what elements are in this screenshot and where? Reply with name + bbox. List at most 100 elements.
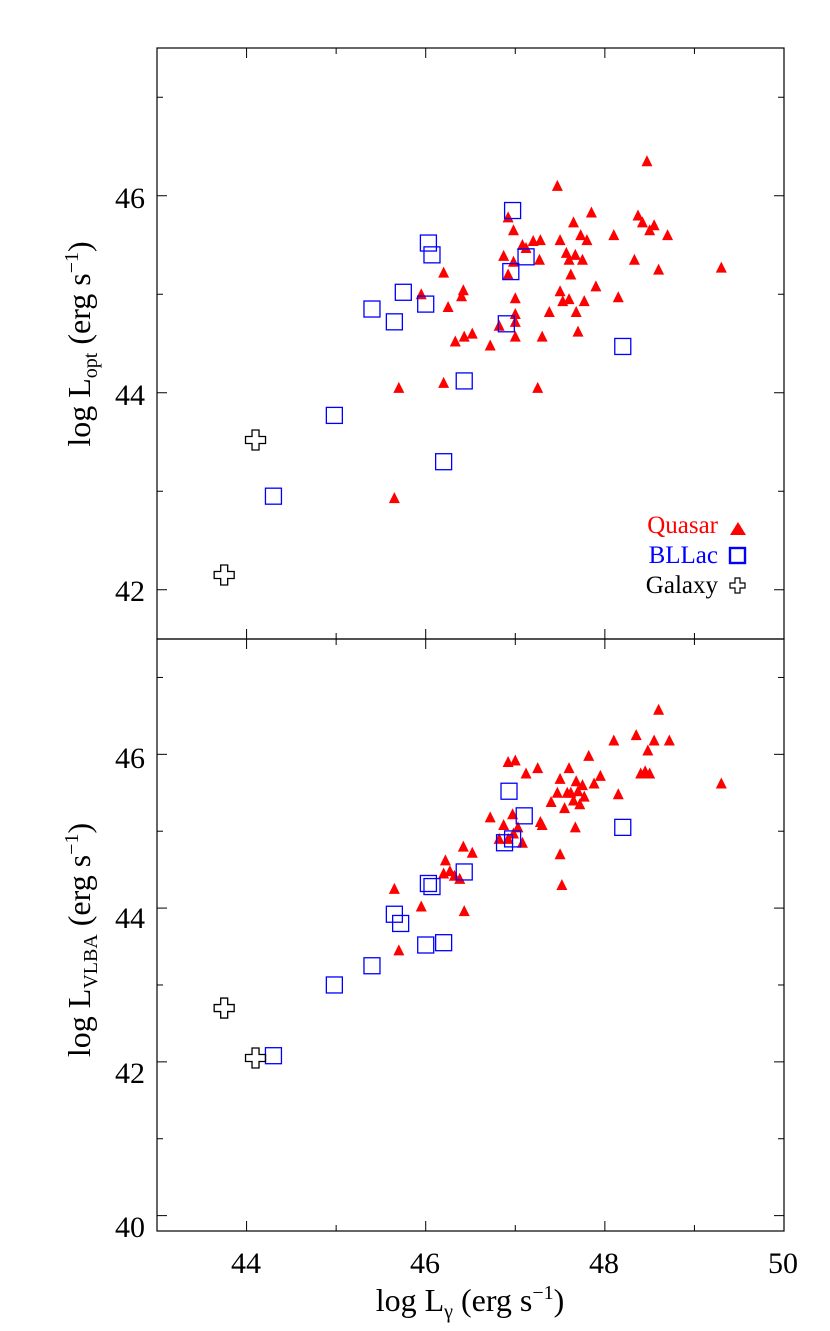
top-y-axis-title-sub: opt	[80, 352, 102, 378]
bottom-bllac-point	[455, 863, 473, 881]
top-bllac-point	[325, 406, 344, 425]
bottom-quasar-point	[568, 794, 580, 806]
top-quasar-point	[569, 248, 581, 260]
top-y-axis-title-sup: −1	[61, 252, 83, 273]
top-quasar-point	[632, 209, 644, 221]
bottom-quasar-point	[551, 786, 563, 798]
top-quasar-point	[388, 492, 400, 504]
bottom-ytick-label: 46	[115, 742, 145, 775]
bottom-quasar-point	[554, 772, 566, 784]
bottom-quasar-point	[576, 779, 588, 791]
top-panel: 42 44 46 log Lopt (erg s−1) Quasar BLLac…	[61, 47, 785, 640]
top-quasar-point	[563, 293, 575, 305]
top-ytick-label: 44	[115, 379, 145, 412]
top-quasar-point	[466, 327, 478, 339]
xtick-label: 50	[768, 1247, 798, 1280]
x-axis-title-main: log L	[376, 1282, 444, 1318]
bottom-quasar-point	[554, 848, 566, 860]
bottom-bllac-point	[423, 877, 441, 896]
bottom-bllac-point	[385, 905, 404, 923]
bottom-quasar-point	[559, 802, 571, 814]
top-quasar-point	[438, 376, 450, 388]
top-quasar-point	[662, 229, 674, 241]
top-bllac-point	[419, 234, 438, 252]
top-quasar-point	[533, 253, 545, 265]
top-quasar-point	[715, 261, 727, 273]
bottom-quasar-point	[498, 819, 510, 831]
top-quasar-point	[449, 335, 461, 347]
top-quasar-point	[612, 291, 624, 303]
bottom-panel-frame	[156, 638, 785, 1232]
top-quasar-point	[502, 268, 514, 280]
top-quasar-point	[498, 249, 510, 261]
x-axis-title-sup: −1	[532, 1282, 553, 1304]
bottom-quasar-point	[563, 762, 575, 774]
top-quasar-point	[438, 266, 450, 278]
xtick-label: 44	[231, 1247, 261, 1280]
bottom-quasar-point	[648, 734, 660, 746]
top-quasar-point	[493, 319, 505, 331]
x-axis-title: log Lγ (erg s−1)	[376, 1282, 565, 1323]
top-ytick-label: 42	[115, 575, 145, 608]
bottom-panel-marks	[213, 703, 727, 1069]
bottom-quasar-point	[663, 734, 675, 746]
top-quasar-point	[442, 301, 454, 313]
x-axis-title-sub: γ	[443, 1301, 453, 1323]
top-quasar-point	[520, 241, 532, 253]
top-quasar-point	[641, 155, 653, 167]
top-quasar-point	[532, 381, 544, 393]
top-quasar-point	[608, 229, 620, 241]
bottom-y-axis-title-sup: −1	[61, 834, 83, 855]
bottom-y-axis-title-sub: VLBA	[80, 934, 102, 989]
bottom-quasar-point	[458, 905, 470, 917]
top-quasar-point	[653, 263, 665, 275]
bottom-quasar-point	[588, 777, 600, 789]
bottom-quasar-point	[612, 788, 624, 800]
top-y-axis-title-main: log L	[61, 378, 97, 446]
top-galaxy-point	[244, 429, 267, 451]
legend-label-quasar: Quasar	[647, 512, 718, 539]
top-quasar-point	[568, 216, 580, 228]
top-quasar-point	[636, 216, 648, 228]
xtick-label: 48	[589, 1247, 619, 1280]
top-quasar-point	[456, 290, 468, 302]
top-quasar-point	[565, 268, 577, 280]
top-quasar-point	[509, 330, 521, 342]
top-quasar-point	[507, 224, 519, 236]
bottom-quasar-point	[448, 869, 460, 881]
bottom-quasar-point	[466, 846, 478, 858]
top-quasar-point	[628, 253, 640, 265]
bottom-quasar-point	[536, 819, 548, 831]
bottom-quasar-point	[545, 795, 557, 807]
top-bllac-point	[394, 283, 412, 301]
top-quasar-point	[576, 253, 588, 265]
top-quasar-point	[484, 339, 496, 351]
bottom-quasar-point	[507, 827, 519, 839]
bottom-quasar-point	[393, 944, 405, 956]
top-bllac-point	[497, 315, 515, 333]
bottom-bllac-point	[417, 936, 435, 954]
bottom-galaxy-point	[213, 997, 235, 1019]
top-quasar-point	[536, 330, 548, 342]
bottom-quasar-point	[532, 762, 544, 774]
bottom-bllac-point	[363, 957, 381, 975]
top-quasar-point	[507, 255, 519, 267]
bottom-quasar-point	[644, 767, 656, 779]
bottom-quasar-point	[569, 821, 581, 833]
x-axis-title-units: (erg s	[453, 1282, 532, 1318]
bottom-quasar-point	[556, 879, 568, 891]
top-panel-ticks	[156, 48, 785, 639]
bottom-quasar-point	[484, 811, 496, 823]
bottom-quasar-point	[570, 775, 582, 787]
bottom-quasar-point	[457, 840, 469, 852]
top-quasar-point	[648, 219, 660, 231]
bottom-quasar-point	[594, 769, 606, 781]
top-bllac-point	[385, 313, 404, 331]
top-bllac-point	[517, 248, 535, 266]
bottom-quasar-point	[516, 836, 528, 848]
top-bllac-point	[455, 372, 473, 390]
top-quasar-point	[551, 179, 563, 191]
top-bllac-point	[434, 453, 453, 471]
top-galaxy-point	[213, 564, 235, 586]
legend-bllac-marker	[728, 546, 747, 565]
